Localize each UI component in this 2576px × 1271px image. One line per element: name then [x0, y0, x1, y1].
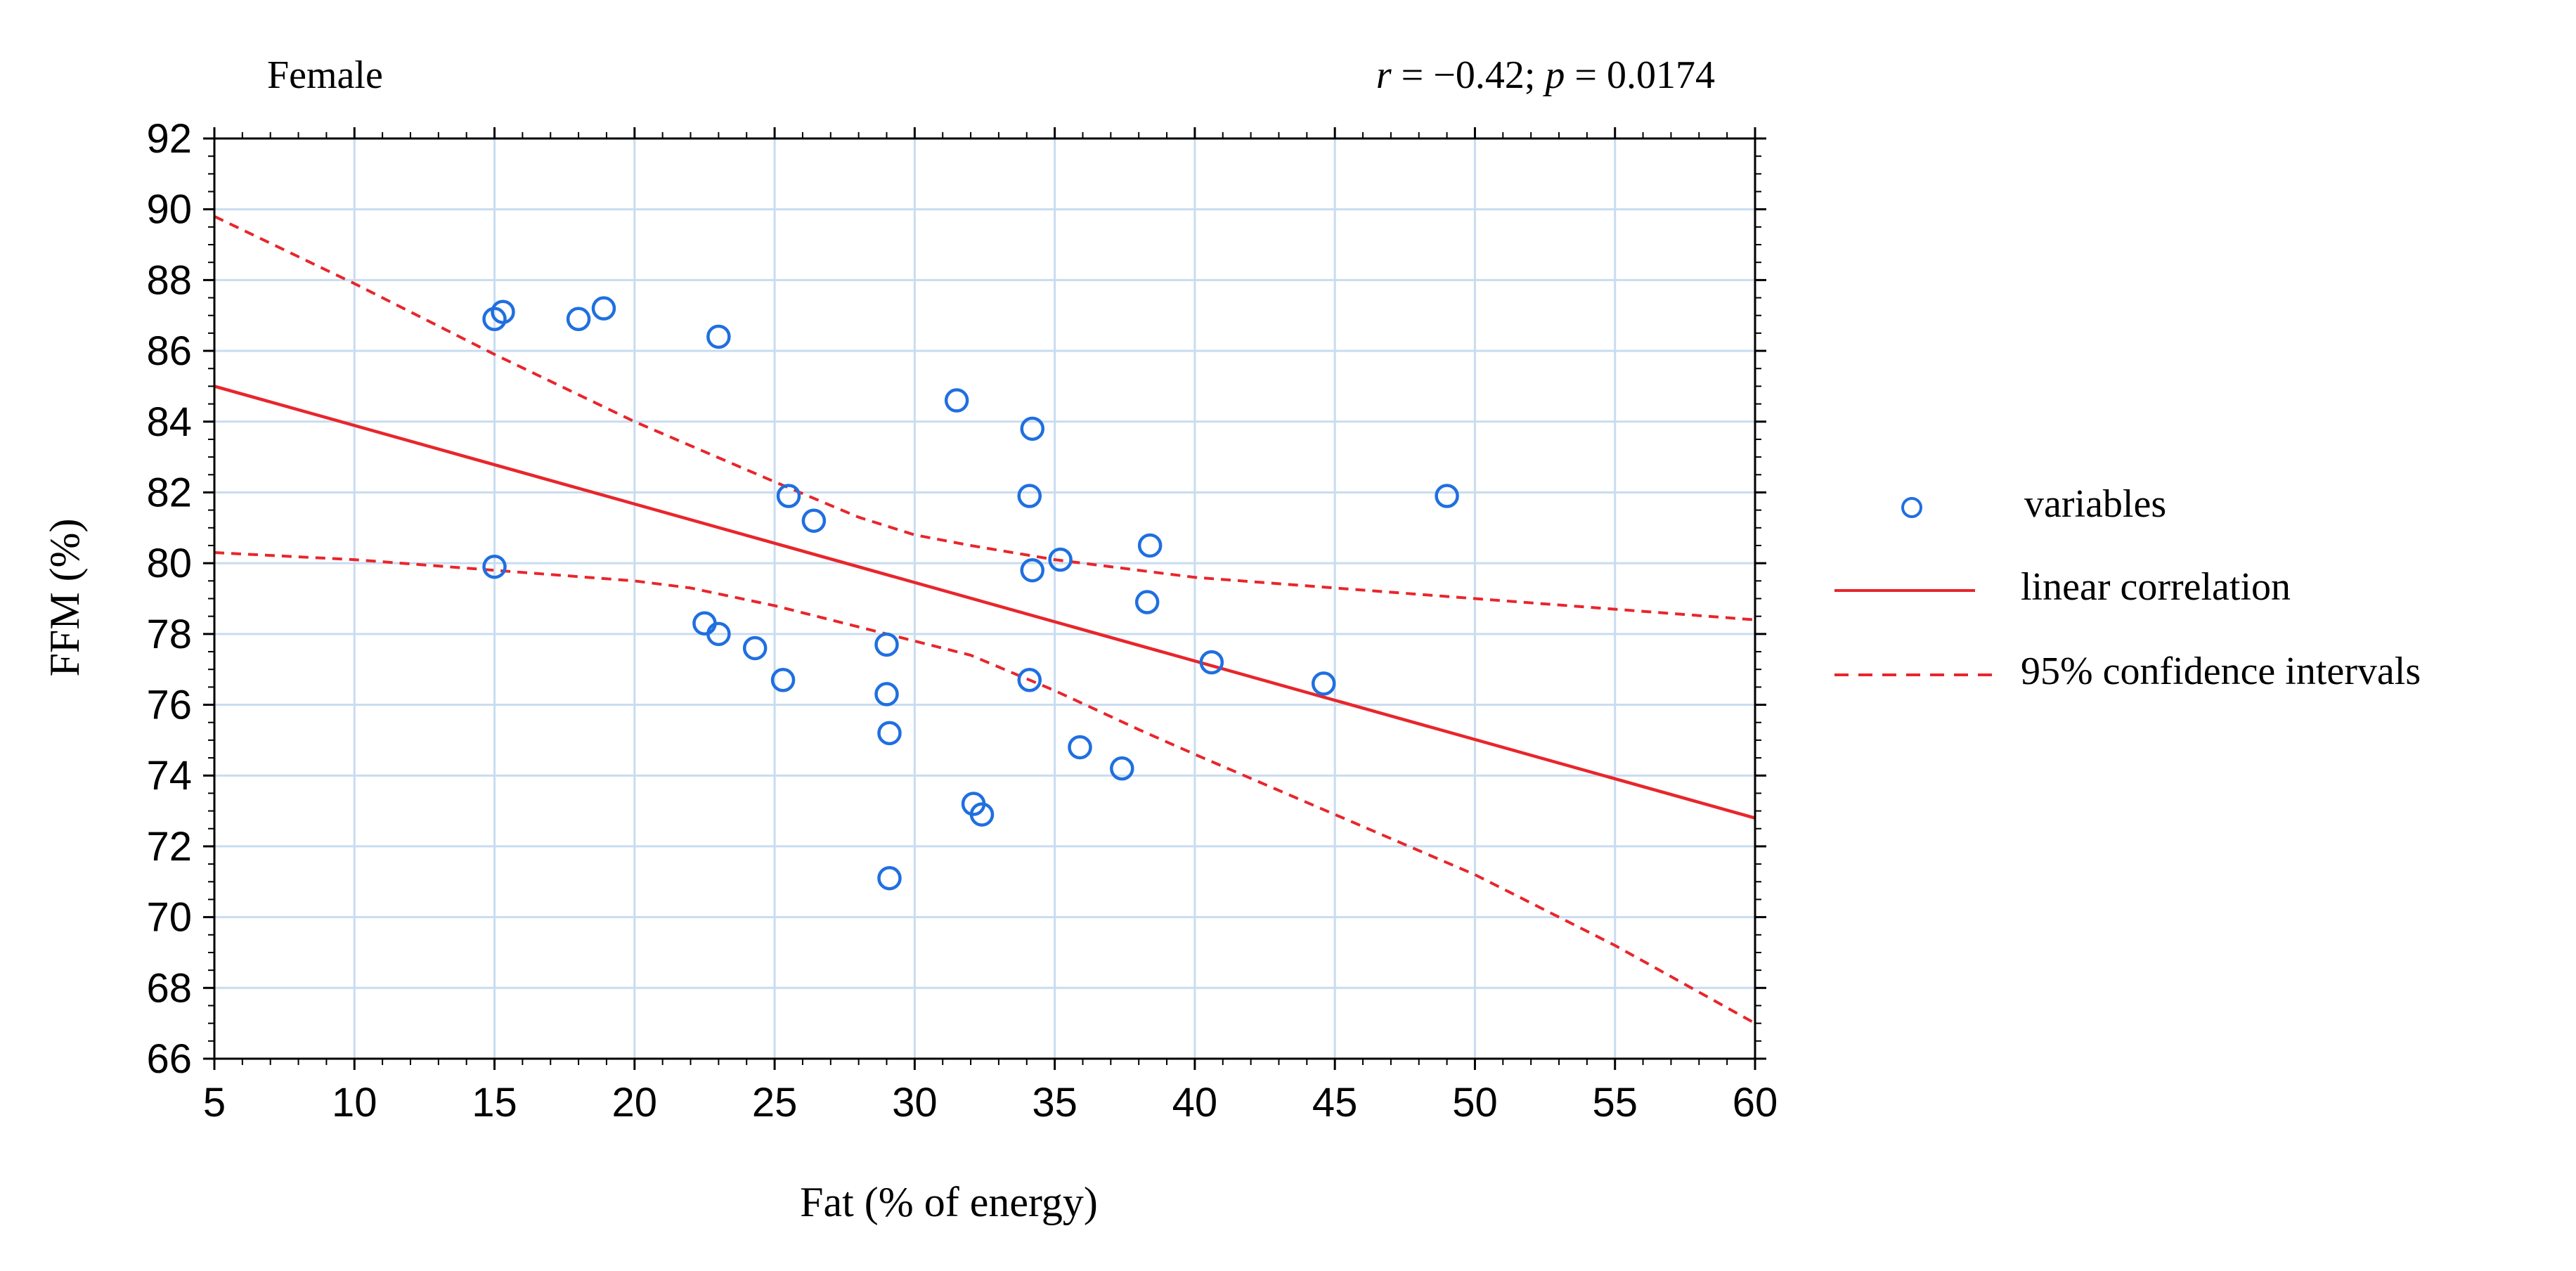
gridlines [214, 138, 1755, 1059]
data-point [706, 621, 731, 647]
data-point [1017, 668, 1042, 692]
data-point [692, 611, 717, 636]
panel-label: Female [267, 53, 383, 97]
data-point [1068, 735, 1092, 760]
y-tick-label: 92 [146, 116, 192, 162]
y-tick-label: 84 [146, 399, 192, 445]
legend-label-linear-correlation: linear correlation [2021, 565, 2291, 609]
data-point [1137, 533, 1163, 558]
x-tick-label: 60 [1733, 1080, 1778, 1125]
data-point [801, 508, 827, 533]
y-tick-label: 80 [146, 541, 192, 586]
stat-annotation: r = −0.42; p = 0.0174 [1376, 53, 1715, 97]
y-axis-label: FFM (%) [41, 518, 88, 676]
data-point [874, 632, 899, 657]
data-point [491, 299, 515, 324]
y-tick-label: 74 [146, 753, 192, 799]
data-point [482, 554, 507, 579]
data-point [566, 307, 591, 332]
stat-r-value: = −0.42; [1392, 53, 1546, 97]
data-point [877, 865, 902, 891]
y-tick-label: 88 [146, 257, 192, 303]
legend: variables linear correlation 95% confide… [1834, 482, 2421, 693]
legend-label-confidence-intervals: 95% confidence intervals [2021, 650, 2421, 693]
data-point [877, 721, 902, 746]
data-point [1435, 484, 1459, 508]
data-point [1020, 557, 1045, 583]
y-tick-label: 68 [146, 965, 192, 1011]
x-tick-label: 5 [203, 1080, 226, 1125]
legend-marker-icon [1901, 497, 1922, 518]
data-point [742, 636, 768, 661]
y-tick-label: 66 [146, 1036, 192, 1082]
data-point [1134, 590, 1160, 614]
data-point [591, 296, 616, 321]
y-tick-label: 76 [146, 683, 192, 728]
x-tick-label: 40 [1172, 1080, 1218, 1125]
data-point [1020, 416, 1045, 441]
x-tick-label: 35 [1032, 1080, 1077, 1125]
x-tick-label: 25 [752, 1080, 798, 1125]
data-point [770, 668, 796, 692]
data-point [944, 388, 969, 413]
stat-r-symbol: r [1376, 53, 1392, 97]
x-tick-label: 15 [472, 1080, 517, 1125]
stat-p-symbol: p [1542, 53, 1565, 97]
data-point [706, 324, 731, 349]
x-tick-label: 20 [612, 1080, 658, 1125]
regression-line [214, 385, 1756, 820]
data-point [1311, 671, 1336, 696]
y-tick-label: 82 [146, 470, 192, 515]
y-tick-label: 70 [146, 895, 192, 941]
data-point [1110, 756, 1134, 781]
x-tick-label: 10 [332, 1080, 377, 1125]
data-point [874, 682, 899, 707]
plot-frame [213, 137, 1756, 1060]
data-layer [214, 214, 1756, 1025]
y-tick-label: 90 [146, 187, 192, 233]
tick-labels: 5 10 15 20 25 30 35 40 45 50 55 60 66 68 70 72 74 76 78 80 8… [146, 116, 1778, 1125]
data-point [1199, 650, 1224, 675]
data-point [1048, 547, 1073, 572]
x-tick-label: 45 [1312, 1080, 1358, 1125]
x-tick-label: 30 [892, 1080, 938, 1125]
data-point [1017, 484, 1042, 508]
y-tick-label: 78 [146, 612, 192, 657]
legend-label-variables: variables [2024, 482, 2166, 526]
data-point [969, 802, 995, 827]
axis-ticks [203, 127, 1766, 1070]
ci-lower-line [214, 551, 1756, 1025]
y-tick-label: 72 [146, 824, 192, 870]
x-tick-label: 50 [1452, 1080, 1498, 1125]
data-point [776, 484, 801, 508]
ci-upper-line [214, 214, 1756, 621]
y-tick-label: 86 [146, 328, 192, 374]
x-tick-label: 55 [1592, 1080, 1638, 1125]
x-axis-label: Fat (% of energy) [800, 1179, 1098, 1225]
stat-p-value: = 0.0174 [1565, 53, 1715, 97]
